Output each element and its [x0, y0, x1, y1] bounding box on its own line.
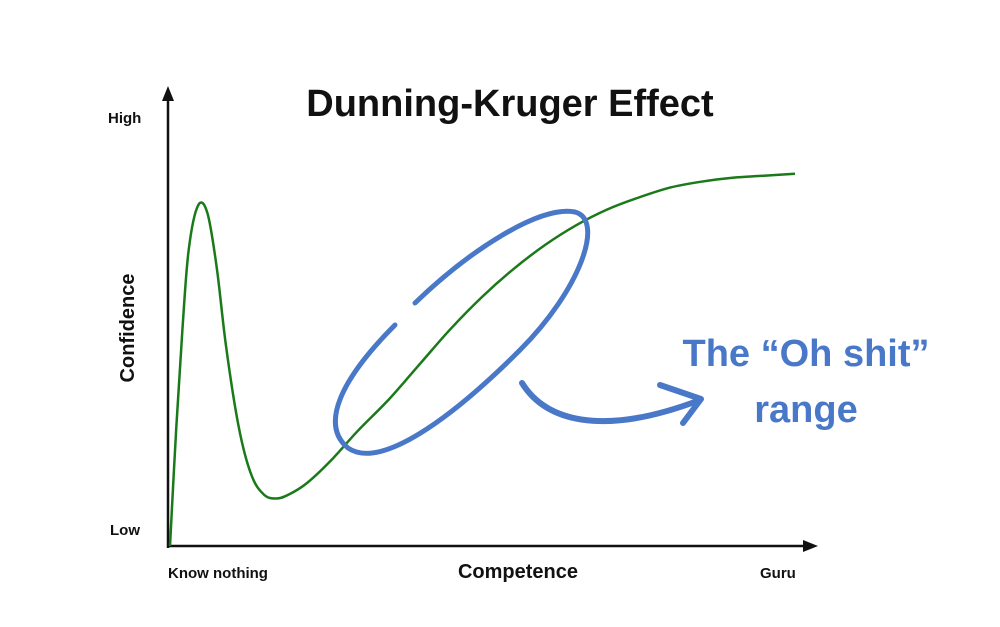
- y-tick-label-low: Low: [110, 522, 140, 539]
- x-tick-label-know-nothing: Know nothing: [168, 565, 268, 582]
- annotation-arrow-shaft: [519, 380, 703, 425]
- x-tick-label-guru: Guru: [760, 565, 796, 582]
- oh-shit-range-oval: [332, 208, 591, 456]
- y-axis-label: Confidence: [117, 274, 139, 383]
- y-axis-arrow: [162, 86, 174, 101]
- annotation-text-line2: range: [754, 389, 857, 431]
- confidence-curve: [168, 172, 796, 547]
- annotation-text-line1: The “Oh shit”: [683, 333, 930, 375]
- x-axis-label: Competence: [458, 561, 578, 583]
- y-tick-label-high: High: [108, 110, 141, 127]
- annotation-arrow-head: [657, 382, 704, 426]
- chart-title: Dunning-Kruger Effect: [306, 83, 714, 125]
- x-axis-arrow: [803, 540, 818, 552]
